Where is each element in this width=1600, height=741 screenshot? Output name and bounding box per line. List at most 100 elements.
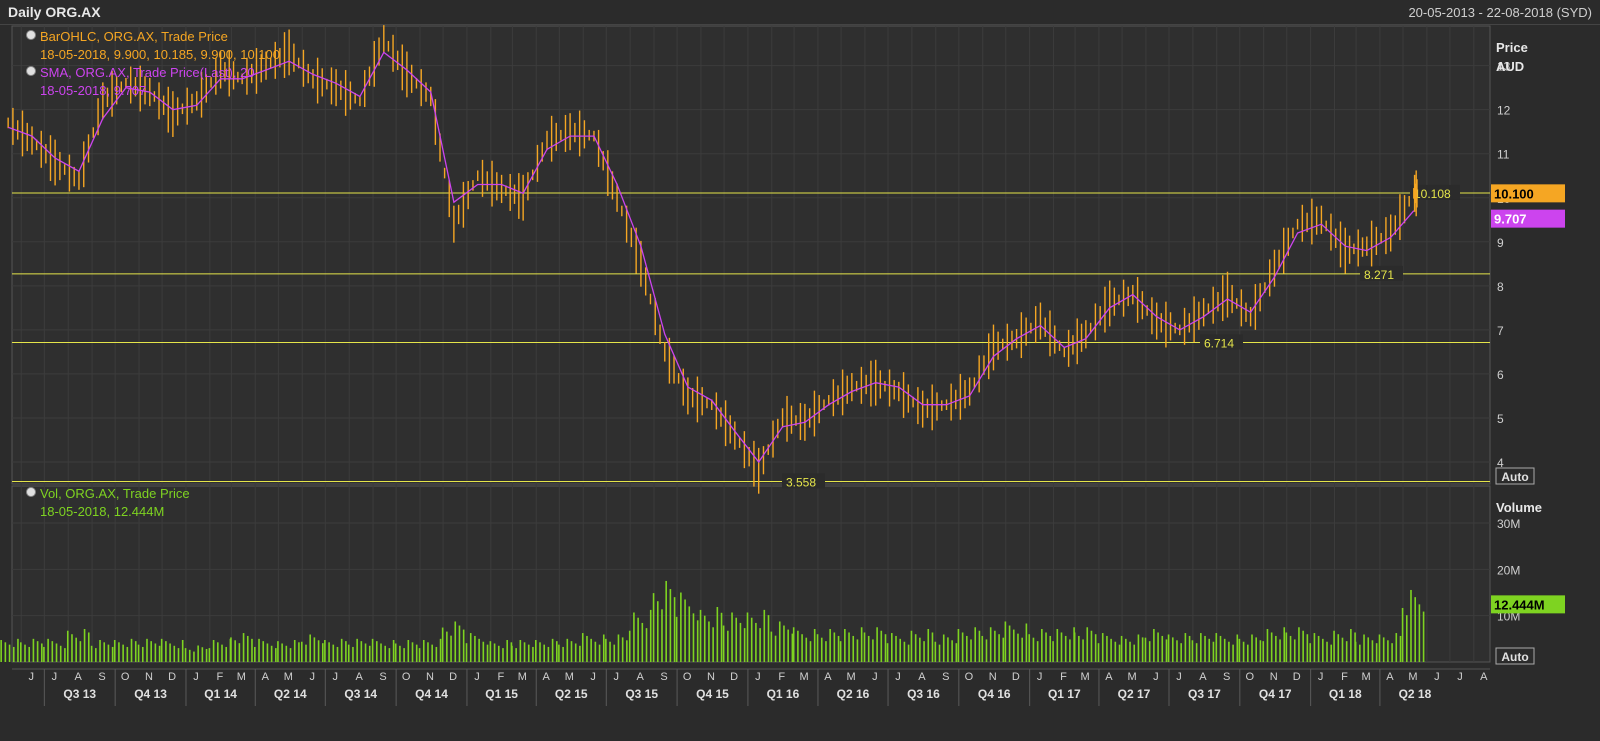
volume-bar [75,637,77,662]
volume-bar [439,638,442,662]
volume-bar [1069,639,1071,662]
volume-bar [1208,638,1211,662]
volume-bar [1171,637,1174,662]
date-range: 20-05-2013 - 22-08-2018 (SYD) [1408,5,1592,20]
legend-handle-icon[interactable] [26,66,36,76]
month-tick-label: M [1080,671,1089,683]
sma-legend-values: 18-05-2018, 9.707 [40,83,147,98]
volume-bar [376,641,378,662]
volume-bar [1414,597,1416,662]
month-tick-label: M [1408,671,1417,683]
volume-bar [1387,640,1389,662]
volume-bar [919,637,921,662]
volume-bar [1255,637,1257,662]
volume-bar [1223,638,1226,662]
volume-bar [435,646,438,662]
volume-bar [829,629,831,662]
volume-bar [523,642,526,662]
volume-bar [43,646,45,662]
volume-bar [150,641,152,662]
auto-button-frame [1495,647,1535,665]
volume-bar [581,633,584,662]
volume-bar [934,641,937,662]
volume-bar [394,643,397,662]
month-tick-label: M [237,671,246,683]
volume-bar [813,629,816,662]
volume-bar [661,609,663,662]
volume-bar [539,642,541,662]
volume-bar [87,632,90,662]
price-tick-label: 11 [1497,148,1510,162]
volume-bar [1032,637,1035,662]
volume-bar [266,643,269,662]
volume-bar [767,615,770,662]
volume-bar [1322,638,1324,662]
volume-bar [1317,635,1320,662]
volume-bar [712,627,714,662]
volume-auto-button[interactable]: Auto [1495,647,1535,665]
quarter-label: Q3 16 [907,687,940,701]
last-price-tag: 10.100 [1494,186,1534,201]
volume-bar [122,644,124,662]
volume-bar [1120,635,1123,662]
price-tick-label: 7 [1497,324,1504,338]
volume-bar [1025,623,1028,662]
sma-legend-name: SMA, ORG.AX, Trade Price(Last), 20 [40,65,255,80]
volume-bar [792,627,795,662]
volume-bar [974,627,977,662]
legend-handle-icon[interactable] [26,30,36,40]
volume-bar [848,632,850,662]
volume-bar [1309,643,1312,662]
month-tick-label: J [590,671,596,683]
volume-bar [1367,637,1370,662]
volume-bar [1165,639,1168,662]
volume-bar [1090,630,1093,662]
volume-bar [1219,635,1222,662]
volume-bar [193,651,195,662]
price-tick-label: 5 [1497,412,1504,426]
volume-bar [384,645,387,662]
volume-bar [103,642,106,662]
volume-bar [36,641,39,662]
volume-bar [722,625,725,662]
month-tick-label: A [1199,671,1207,683]
level-label-bg [1410,184,1460,200]
volume-bar [1212,641,1215,662]
volume-bar [825,641,827,662]
volume-bar [1298,627,1300,662]
month-tick-label: J [193,671,199,683]
volume-bar [1056,629,1059,662]
month-tick-label: J [755,671,761,683]
volume-bar [1238,638,1241,662]
volume-bar [415,644,418,662]
volume-bar [258,638,260,662]
volume-bar [422,640,425,662]
volume-bar [1017,633,1019,662]
volume-bar [489,641,492,662]
volume-bar [1153,629,1155,662]
month-tick-label: A [75,671,83,683]
volume-bar [696,620,699,662]
month-tick-label: M [846,671,855,683]
volume-bar [336,646,339,662]
volume-bar [966,635,968,662]
volume-bar [1259,640,1262,662]
volume-bar [1052,641,1054,662]
volume-bar [1242,641,1245,662]
month-tick-label: A [918,671,926,683]
level-label: 3.558 [786,475,816,489]
volume-bar [90,645,93,662]
volume-bar [1266,629,1269,662]
legend-handle-icon[interactable] [26,487,36,497]
price-auto-button[interactable]: Auto [1495,467,1535,485]
volume-bar [230,637,232,662]
chart-title: Daily ORG.AX [8,4,101,20]
volume-bar [688,606,691,662]
volume-bar [234,640,236,662]
volume-bar [1114,641,1117,662]
volume-bar [130,638,133,662]
volume-bar [1262,641,1265,662]
volume-bar [169,643,171,662]
volume-bar [66,630,69,662]
